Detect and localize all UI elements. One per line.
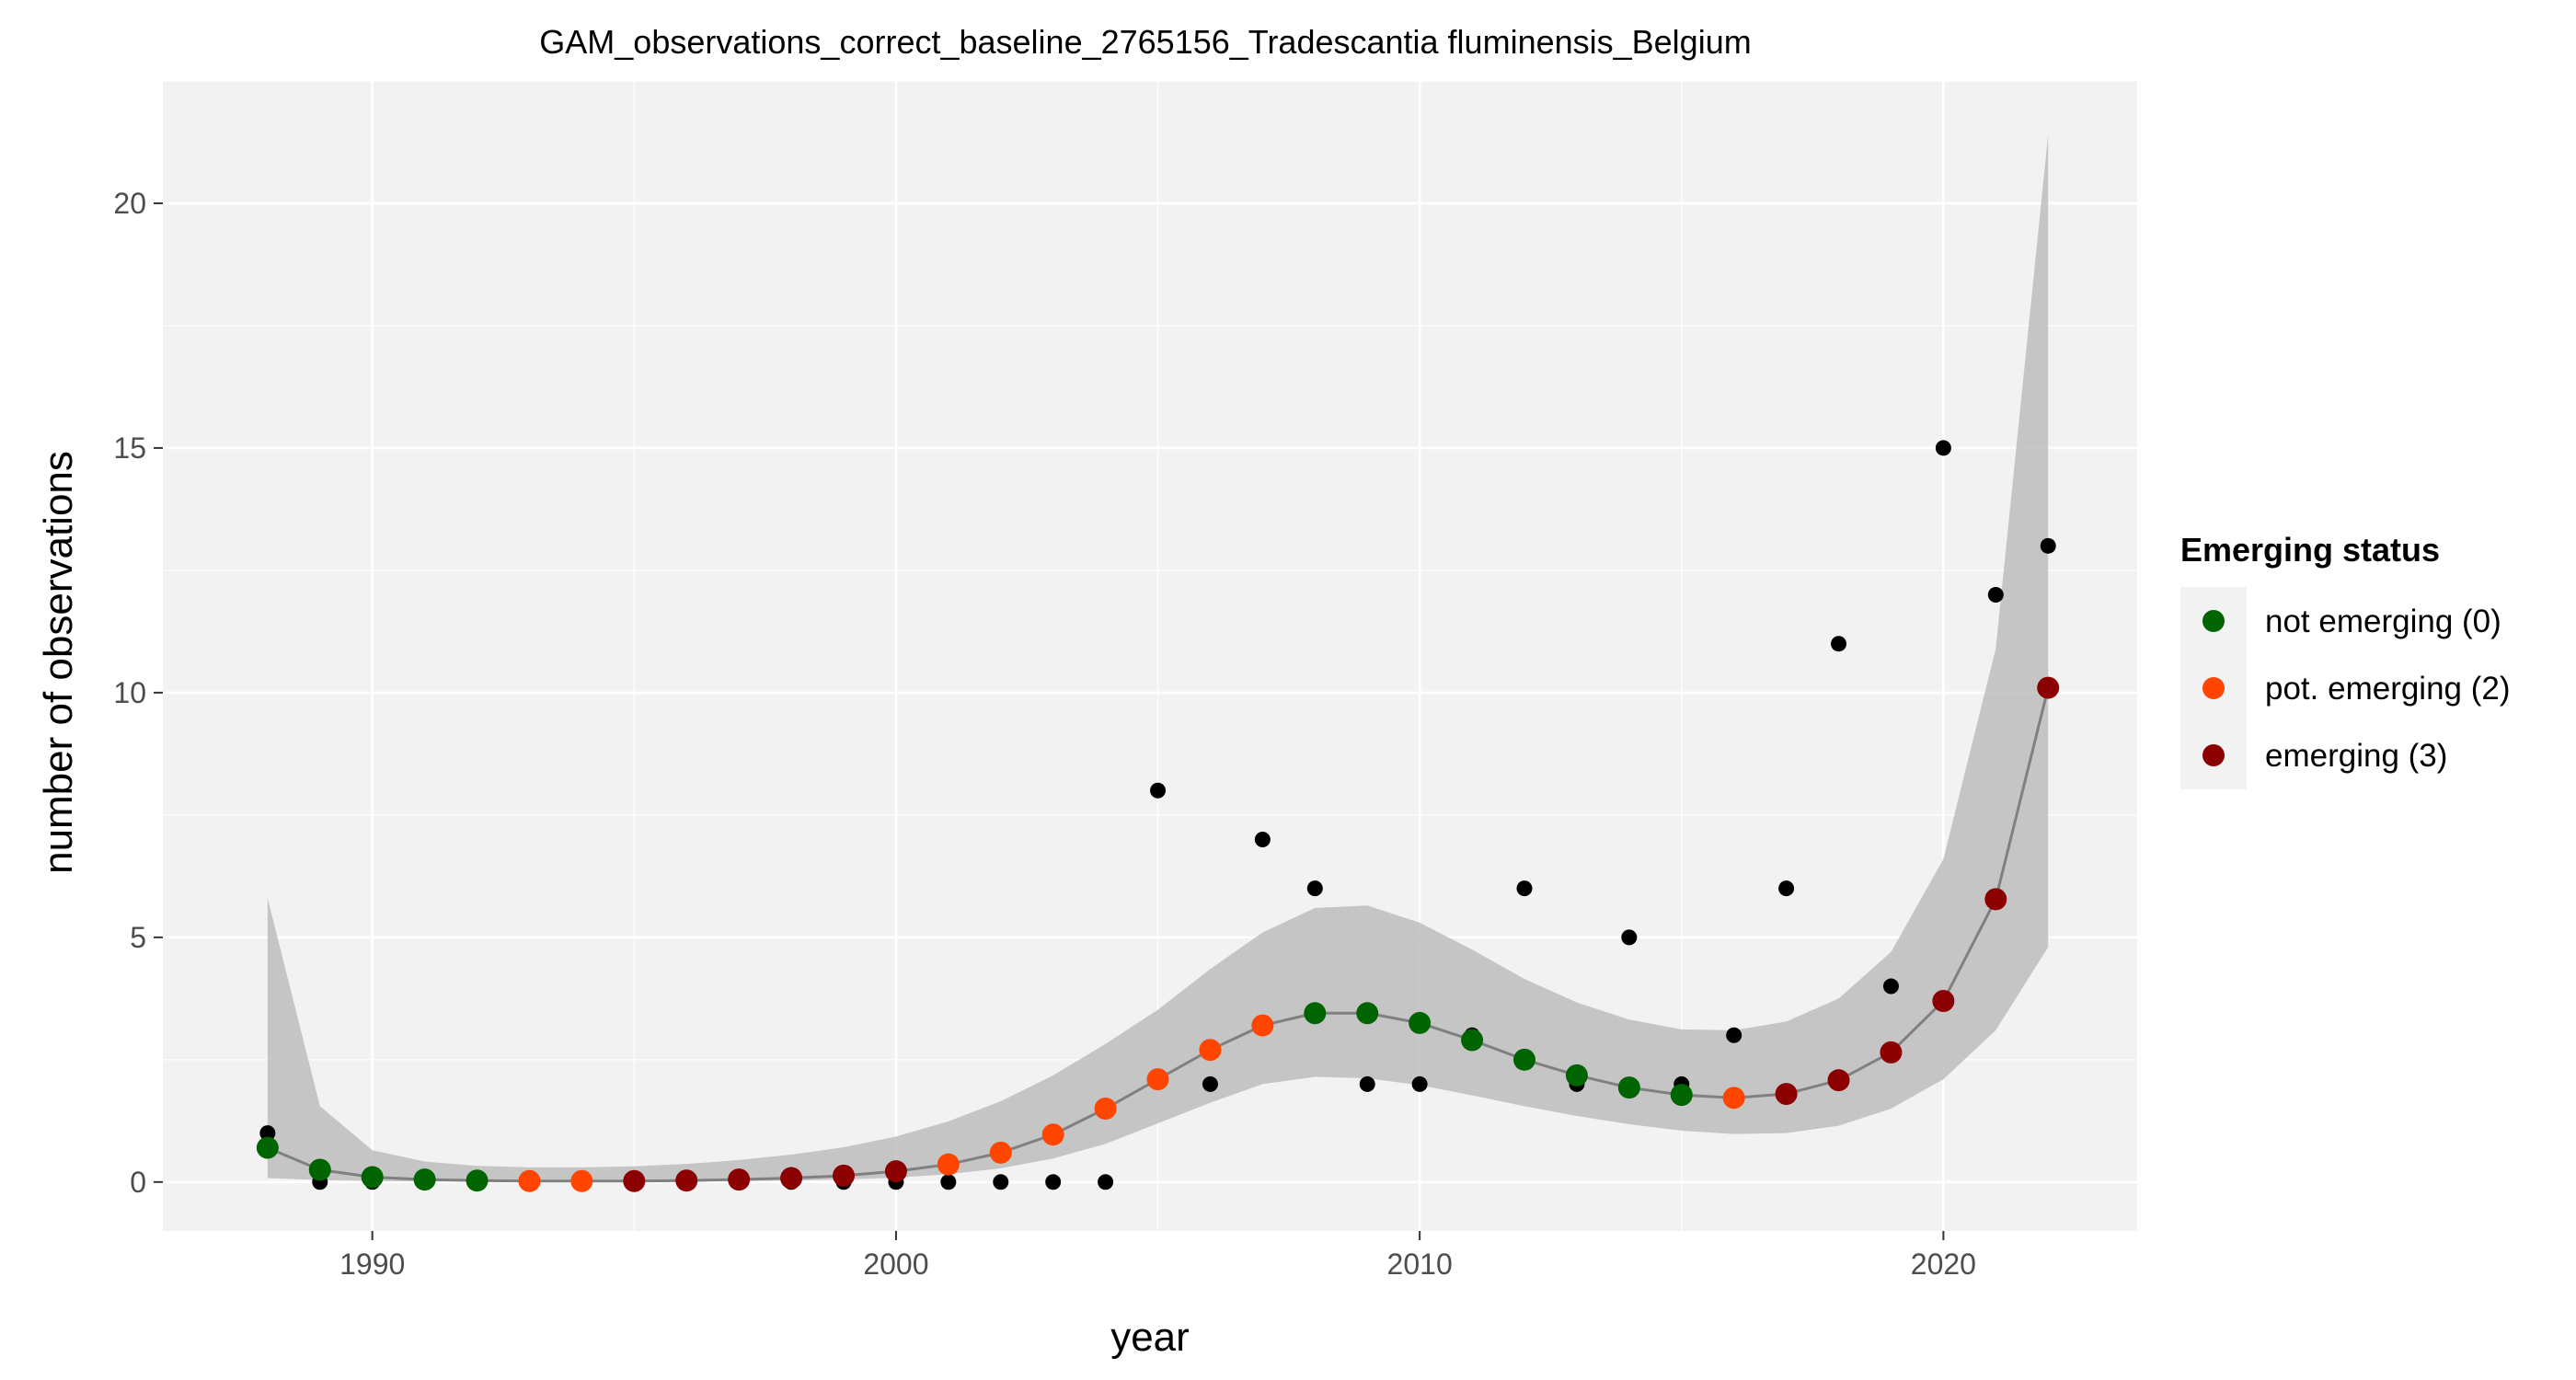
observed-point xyxy=(1831,636,1847,652)
observed-point xyxy=(1045,1174,1062,1190)
observed-point xyxy=(1621,929,1638,946)
fit-point xyxy=(780,1167,803,1190)
y-axis: 0 5 10 15 20 xyxy=(113,187,163,1199)
legend-key xyxy=(2202,744,2225,766)
legend-label: pot. emerging (2) xyxy=(2265,671,2511,707)
x-tick-label: 1990 xyxy=(339,1248,405,1281)
legend-label: emerging (3) xyxy=(2265,738,2447,774)
observed-point xyxy=(1254,831,1271,847)
x-axis-title: year xyxy=(1110,1315,1190,1360)
legend-entries: not emerging (0) pot. emerging (2) emergin… xyxy=(2202,604,2511,774)
observed-point xyxy=(1987,587,2004,604)
fit-point xyxy=(1199,1039,1222,1062)
observed-point xyxy=(2040,537,2056,554)
confidence-ribbon-layer xyxy=(267,134,2049,1182)
chart-title: GAM_observations_correct_baseline_276515… xyxy=(539,23,1751,61)
fit-point xyxy=(2037,676,2060,699)
fit-point xyxy=(1304,1002,1327,1025)
fit-point xyxy=(675,1169,698,1192)
observed-point xyxy=(1516,880,1533,897)
fit-point xyxy=(1356,1002,1379,1025)
observed-point xyxy=(1882,978,1899,995)
fit-point xyxy=(308,1158,331,1181)
observed-point xyxy=(940,1174,957,1190)
y-tick-label: 15 xyxy=(113,431,146,465)
observed-point xyxy=(1411,1075,1428,1092)
fit-point xyxy=(1880,1041,1903,1064)
observed-point xyxy=(1359,1075,1375,1092)
confidence-ribbon xyxy=(267,134,2049,1182)
fit-point xyxy=(413,1168,436,1191)
y-tick-label: 0 xyxy=(130,1166,146,1199)
fit-point xyxy=(1565,1064,1588,1087)
fit-point xyxy=(1722,1087,1745,1110)
y-axis-title: number of observations xyxy=(36,451,81,874)
fit-point xyxy=(1409,1011,1432,1034)
y-tick-label: 10 xyxy=(113,676,146,709)
fit-point xyxy=(256,1136,279,1159)
y-tick-label: 20 xyxy=(113,187,146,220)
fit-point xyxy=(1461,1029,1484,1052)
y-tick-label: 5 xyxy=(130,921,146,954)
fit-point xyxy=(1251,1014,1274,1037)
fit-point xyxy=(1041,1123,1064,1146)
fit-point xyxy=(623,1169,646,1192)
fit-point xyxy=(1670,1084,1693,1107)
legend-key xyxy=(2202,610,2225,632)
fit-point xyxy=(1775,1083,1798,1106)
fit-points-layer xyxy=(256,676,2060,1192)
observed-point xyxy=(1935,440,1951,456)
x-tick-label: 2000 xyxy=(863,1248,928,1281)
fit-point xyxy=(833,1164,855,1187)
fit-point xyxy=(1513,1048,1535,1071)
fit-point xyxy=(1094,1098,1117,1121)
observed-point xyxy=(1202,1075,1218,1092)
legend-key xyxy=(2202,677,2225,699)
legend-label: not emerging (0) xyxy=(2265,604,2501,639)
x-tick-label: 2010 xyxy=(1387,1248,1453,1281)
fit-point xyxy=(570,1169,593,1192)
observed-point xyxy=(993,1174,1009,1190)
fit-point xyxy=(884,1160,907,1183)
fit-point xyxy=(1932,990,1955,1012)
observed-point xyxy=(1778,880,1795,897)
observed-point xyxy=(1150,782,1167,799)
fit-point xyxy=(1984,888,2007,911)
fit-point xyxy=(937,1153,960,1176)
x-tick-label: 2020 xyxy=(1911,1248,1976,1281)
fit-point xyxy=(728,1168,751,1191)
fit-point xyxy=(466,1169,489,1192)
legend-title: Emerging status xyxy=(2180,531,2440,569)
fit-point xyxy=(1146,1068,1169,1091)
fit-point xyxy=(361,1166,384,1189)
x-axis: 1990 2000 2010 2020 xyxy=(339,1231,1976,1281)
fit-point xyxy=(1827,1069,1850,1092)
fit-point xyxy=(1617,1076,1640,1099)
fit-point xyxy=(518,1169,541,1192)
observed-point xyxy=(1726,1027,1742,1043)
legend: Emerging status not emerging (0) pot. eme… xyxy=(2180,531,2511,789)
observed-point xyxy=(1098,1174,1114,1190)
fit-point xyxy=(989,1141,1012,1164)
observed-point xyxy=(259,1125,276,1142)
observed-point xyxy=(1306,880,1323,897)
